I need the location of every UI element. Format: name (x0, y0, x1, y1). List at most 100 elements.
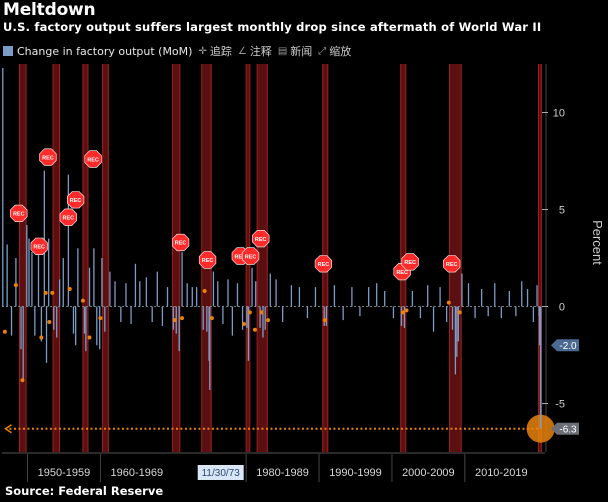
x-range-label: 1990-1999 (329, 467, 382, 479)
cursor-date-box[interactable] (197, 465, 244, 480)
bar (28, 238, 30, 307)
bar (202, 306, 204, 330)
bar (166, 287, 169, 307)
bar (456, 306, 458, 357)
bar (275, 279, 277, 307)
recession-band (172, 64, 180, 452)
event-marker[interactable] (180, 316, 185, 321)
bar (323, 306, 325, 326)
recession-badge[interactable] (67, 191, 85, 209)
bar (48, 238, 50, 307)
recession-badge[interactable] (314, 255, 333, 273)
event-marker[interactable] (2, 329, 7, 334)
recession-badge[interactable] (443, 255, 461, 273)
bar (282, 306, 284, 323)
recession-badge-label: REC (404, 260, 416, 266)
bar (236, 283, 239, 307)
track-tool-button[interactable]: ✛ 追踪 (198, 43, 231, 59)
recession-badge[interactable] (39, 148, 57, 166)
recession-badge[interactable] (84, 150, 102, 168)
bar (43, 170, 45, 307)
track-tool-label: 追踪 (209, 45, 232, 58)
recession-badge[interactable] (172, 233, 190, 252)
bar (427, 285, 429, 307)
event-marker[interactable] (322, 318, 327, 323)
bar (56, 306, 58, 338)
event-marker[interactable] (13, 283, 18, 288)
bar (45, 306, 48, 363)
bar-series (2, 67, 542, 429)
bar (20, 306, 22, 350)
bar (34, 306, 36, 336)
event-marker[interactable] (202, 288, 207, 293)
event-marker[interactable] (98, 316, 103, 321)
bar (96, 306, 98, 346)
latest-value-label-text: -6.3 (559, 425, 577, 436)
event-marker[interactable] (39, 335, 44, 340)
bar (325, 306, 328, 326)
event-marker[interactable] (80, 298, 85, 303)
bar (104, 306, 106, 332)
bar (209, 306, 211, 390)
bar (526, 289, 529, 307)
event-marker[interactable] (43, 290, 48, 295)
bar (37, 244, 40, 307)
recession-badge[interactable] (59, 208, 77, 226)
recession-badge[interactable] (252, 230, 270, 248)
crosshair-icon: ✛ (198, 45, 207, 57)
recession-badge-label: REC (175, 241, 187, 247)
bar (227, 279, 229, 307)
news-tool-button[interactable]: ▤ 新闻 (278, 43, 312, 59)
event-marker[interactable] (47, 320, 52, 325)
event-marker[interactable] (400, 310, 405, 315)
news-tool-label: 新闻 (290, 45, 313, 58)
recession-badge-label: REC (87, 157, 99, 163)
bar (139, 281, 141, 307)
event-marker[interactable] (20, 378, 25, 383)
event-marker[interactable] (209, 316, 214, 321)
recession-badge[interactable] (401, 253, 419, 271)
bar (439, 287, 441, 307)
bar (262, 306, 264, 338)
bar (85, 306, 87, 352)
event-marker[interactable] (87, 335, 92, 340)
bar (77, 248, 79, 307)
recession-badge[interactable] (241, 247, 260, 265)
annotate-tool-button[interactable]: ∠ 注释 (238, 43, 272, 59)
legend-swatch (3, 46, 13, 56)
annotate-tool-label: 注释 (249, 45, 272, 58)
bar (403, 306, 406, 328)
event-marker[interactable] (457, 310, 462, 315)
event-marker[interactable] (247, 310, 252, 315)
recession-badge[interactable] (198, 251, 217, 269)
bar (419, 306, 422, 319)
bar (222, 306, 224, 324)
bar (151, 306, 153, 323)
bar (120, 306, 122, 323)
event-marker[interactable] (404, 308, 409, 313)
bar (536, 285, 538, 307)
bar (368, 287, 370, 307)
bar (178, 306, 180, 352)
recession-badge[interactable] (10, 204, 28, 222)
bar (22, 306, 24, 381)
bar (31, 252, 33, 307)
legend-item[interactable]: Change in factory output (MoM) (3, 45, 192, 58)
bar (392, 306, 395, 319)
event-marker[interactable] (446, 300, 451, 305)
event-marker[interactable] (266, 318, 271, 323)
event-marker[interactable] (67, 287, 72, 292)
recession-bands (18, 64, 542, 452)
event-marker[interactable] (241, 321, 246, 326)
event-marker[interactable] (259, 310, 264, 315)
recession-badge[interactable] (30, 237, 48, 255)
event-marker[interactable] (172, 318, 177, 323)
bar (15, 258, 17, 307)
event-marker[interactable] (50, 290, 55, 295)
recession-badge-label: REC (202, 258, 214, 264)
event-marker[interactable] (252, 327, 257, 332)
recession-band (102, 64, 109, 452)
zoom-tool-button[interactable]: ⤢ 缩放 (318, 43, 351, 59)
bar (269, 273, 271, 307)
